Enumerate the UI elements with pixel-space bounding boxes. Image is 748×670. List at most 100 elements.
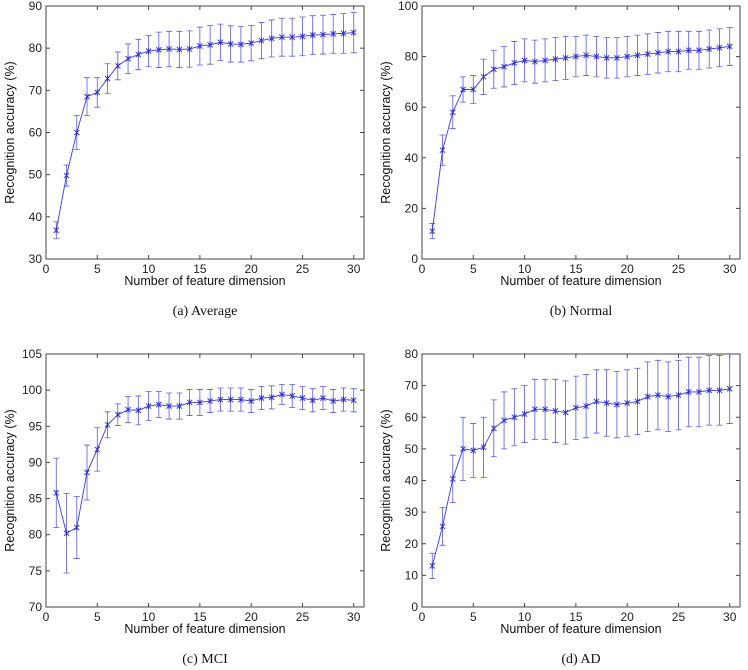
data-point [716,387,723,394]
x-tick-label: 5 [470,610,477,624]
data-point [279,34,285,41]
data-point [125,55,131,62]
data-point [196,399,203,406]
data-point [73,524,80,531]
x-tick-label: 15 [569,262,583,276]
data-point [145,47,152,55]
data-point [460,445,466,453]
data-point [227,40,234,48]
plot-area [429,354,733,579]
data-point [248,397,255,405]
y-tick-label: 80 [405,347,419,361]
data-point [449,475,456,483]
data-point [114,62,121,70]
x-tick-label: 0 [419,610,426,624]
y-tick-label: 40 [29,210,43,224]
data-point [155,46,162,54]
data-point [583,52,590,59]
chart-panel-2: 0 5 10 15 20 25 30 70 75 80 85 90 95 100 105 Number of … [3,347,365,667]
series-line [55,394,354,534]
data-point [562,409,569,416]
y-tick-label: 20 [405,537,419,551]
x-axis-label: Number of feature dimension [124,274,285,288]
data-point [186,45,193,53]
data-point [53,489,60,496]
data-point [613,401,620,408]
y-tick-label: 90 [29,0,43,13]
y-tick-label: 10 [405,568,419,582]
axes-frame [421,5,741,260]
data-point [196,42,203,50]
data-point [634,398,641,405]
data-point [125,406,131,413]
panel-caption: (d) AD [561,652,600,667]
data-point [624,53,631,60]
x-tick-label: 0 [43,610,50,624]
data-point [309,31,316,39]
data-point [63,172,70,179]
data-point [237,41,244,48]
data-point [145,402,152,410]
series-line [431,388,730,567]
data-point [716,44,723,51]
data-point [480,444,487,451]
y-tick-label: 30 [29,252,43,266]
data-point [501,63,507,70]
data-point [593,53,600,60]
y-tick-label: 60 [405,410,419,424]
data-point [176,402,183,410]
data-point [644,50,651,58]
data-point [340,30,347,37]
y-tick-label: 70 [29,83,43,97]
data-point [340,396,347,403]
y-tick-label: 40 [405,474,419,488]
data-point [330,397,337,405]
data-point [289,392,296,400]
data-point [552,55,559,63]
series-line [431,46,730,232]
y-tick-label: 0 [411,252,418,266]
data-point [593,398,600,405]
x-tick-label: 10 [142,610,156,624]
y-tick-label: 100 [22,383,42,397]
data-point [675,391,682,399]
data-point [531,58,538,65]
data-point [166,402,173,410]
data-point [572,404,579,411]
y-tick-label: 40 [405,151,419,165]
data-point [268,394,275,401]
y-axis-label: Recognition accuracy (%) [3,409,17,551]
y-tick-label: 60 [29,126,43,140]
data-point [696,388,702,396]
data-point [480,73,487,81]
x-tick-label: 10 [518,262,532,276]
data-point [685,47,692,54]
data-point [94,89,101,96]
data-point [268,35,275,42]
data-point [299,394,306,402]
data-point [350,397,357,404]
data-point [207,397,214,405]
data-point [439,523,446,530]
data-point [84,469,90,476]
chart-panel-0: 0 5 10 15 20 25 30 30 40 50 60 70 80 90 Number of feat… [3,0,365,319]
data-point [166,45,173,53]
data-point [552,407,559,415]
data-point [542,406,549,413]
data-point [685,388,692,396]
y-tick-label: 80 [405,50,419,64]
data-point [104,421,111,429]
y-axis-label: Recognition accuracy (%) [379,409,393,551]
data-point [104,75,111,82]
data-point [562,54,569,62]
data-point [726,385,733,392]
data-point [217,39,224,46]
x-tick-label: 15 [193,610,207,624]
data-point [309,397,316,404]
y-tick-label: 20 [405,201,419,215]
data-point [350,29,357,36]
data-point [655,391,661,399]
data-point [511,59,518,67]
y-tick-label: 100 [398,0,418,13]
data-point [248,39,255,47]
